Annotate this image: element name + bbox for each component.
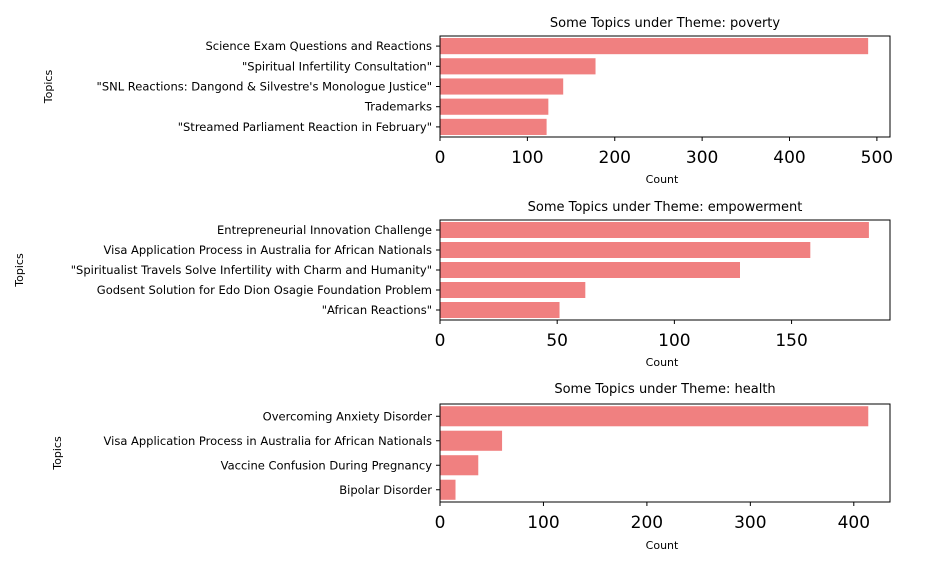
bar xyxy=(440,78,564,95)
x-tick-label: 100 xyxy=(527,513,559,533)
chart-panel-2: Some Topics under Theme: health Overcomin… xyxy=(51,382,891,552)
x-tick-label: 300 xyxy=(734,513,766,533)
chart-title: Some Topics under Theme: health xyxy=(554,382,775,397)
x-tick-label: 400 xyxy=(838,513,870,533)
category-label: Overcoming Anxiety Disorder xyxy=(263,409,433,423)
y-axis-label: Topics xyxy=(13,253,26,288)
category-label: Godsent Solution for Edo Dion Osagie Fou… xyxy=(97,283,432,297)
category-label: "Spiritual Infertility Consultation" xyxy=(242,59,432,73)
category-label: "SNL Reactions: Dangond & Silvestre's Mo… xyxy=(97,80,432,94)
x-axis-label: Count xyxy=(646,539,679,552)
x-tick-label: 0 xyxy=(435,513,446,533)
bar xyxy=(440,58,596,75)
x-tick-label: 50 xyxy=(546,331,568,351)
bar xyxy=(440,262,740,278)
chart-panel-0: Some Topics under Theme: poverty Science … xyxy=(42,16,893,186)
x-tick-label: 0 xyxy=(435,148,446,168)
plot-frame xyxy=(439,403,891,503)
bar xyxy=(440,479,456,500)
x-axis-label: Count xyxy=(646,173,679,186)
category-label: Bipolar Disorder xyxy=(339,483,432,497)
bar xyxy=(440,455,479,476)
bar xyxy=(440,118,547,135)
x-axis-label: Count xyxy=(646,356,679,369)
bar xyxy=(440,98,549,115)
x-tick-label: 300 xyxy=(686,148,718,168)
x-tick-label: 100 xyxy=(511,148,543,168)
bar xyxy=(440,38,869,55)
bar xyxy=(440,242,811,258)
bar xyxy=(440,406,869,427)
category-label: "Streamed Parliament Reaction in Februar… xyxy=(178,120,432,134)
y-axis-label: Topics xyxy=(42,70,55,105)
x-tick-label: 100 xyxy=(658,331,690,351)
category-label: Vaccine Confusion During Pregnancy xyxy=(221,458,433,472)
bar xyxy=(440,282,586,298)
category-label: Entrepreneurial Innovation Challenge xyxy=(217,223,432,237)
category-label: "Spiritualist Travels Solve Infertility … xyxy=(71,263,432,277)
plot-frame xyxy=(439,219,891,321)
x-tick-label: 200 xyxy=(631,513,663,533)
chart-title: Some Topics under Theme: empowerment xyxy=(528,200,803,215)
bar xyxy=(440,222,869,238)
category-label: Visa Application Process in Australia fo… xyxy=(104,434,432,448)
y-axis-label: Topics xyxy=(51,436,64,471)
bar xyxy=(440,302,560,318)
x-tick-label: 0 xyxy=(435,331,446,351)
category-label: Visa Application Process in Australia fo… xyxy=(104,243,432,257)
category-label: Science Exam Questions and Reactions xyxy=(205,39,432,53)
chart-title: Some Topics under Theme: poverty xyxy=(550,16,780,31)
x-tick-label: 200 xyxy=(599,148,631,168)
x-tick-label: 150 xyxy=(775,331,807,351)
chart-panel-1: Some Topics under Theme: empowerment Entr… xyxy=(13,200,891,369)
plot-frame xyxy=(439,35,891,138)
x-tick-label: 500 xyxy=(861,148,893,168)
bar xyxy=(440,430,503,451)
x-tick-label: 400 xyxy=(773,148,805,168)
category-label: Trademarks xyxy=(364,100,432,114)
category-label: "African Reactions" xyxy=(322,303,432,317)
